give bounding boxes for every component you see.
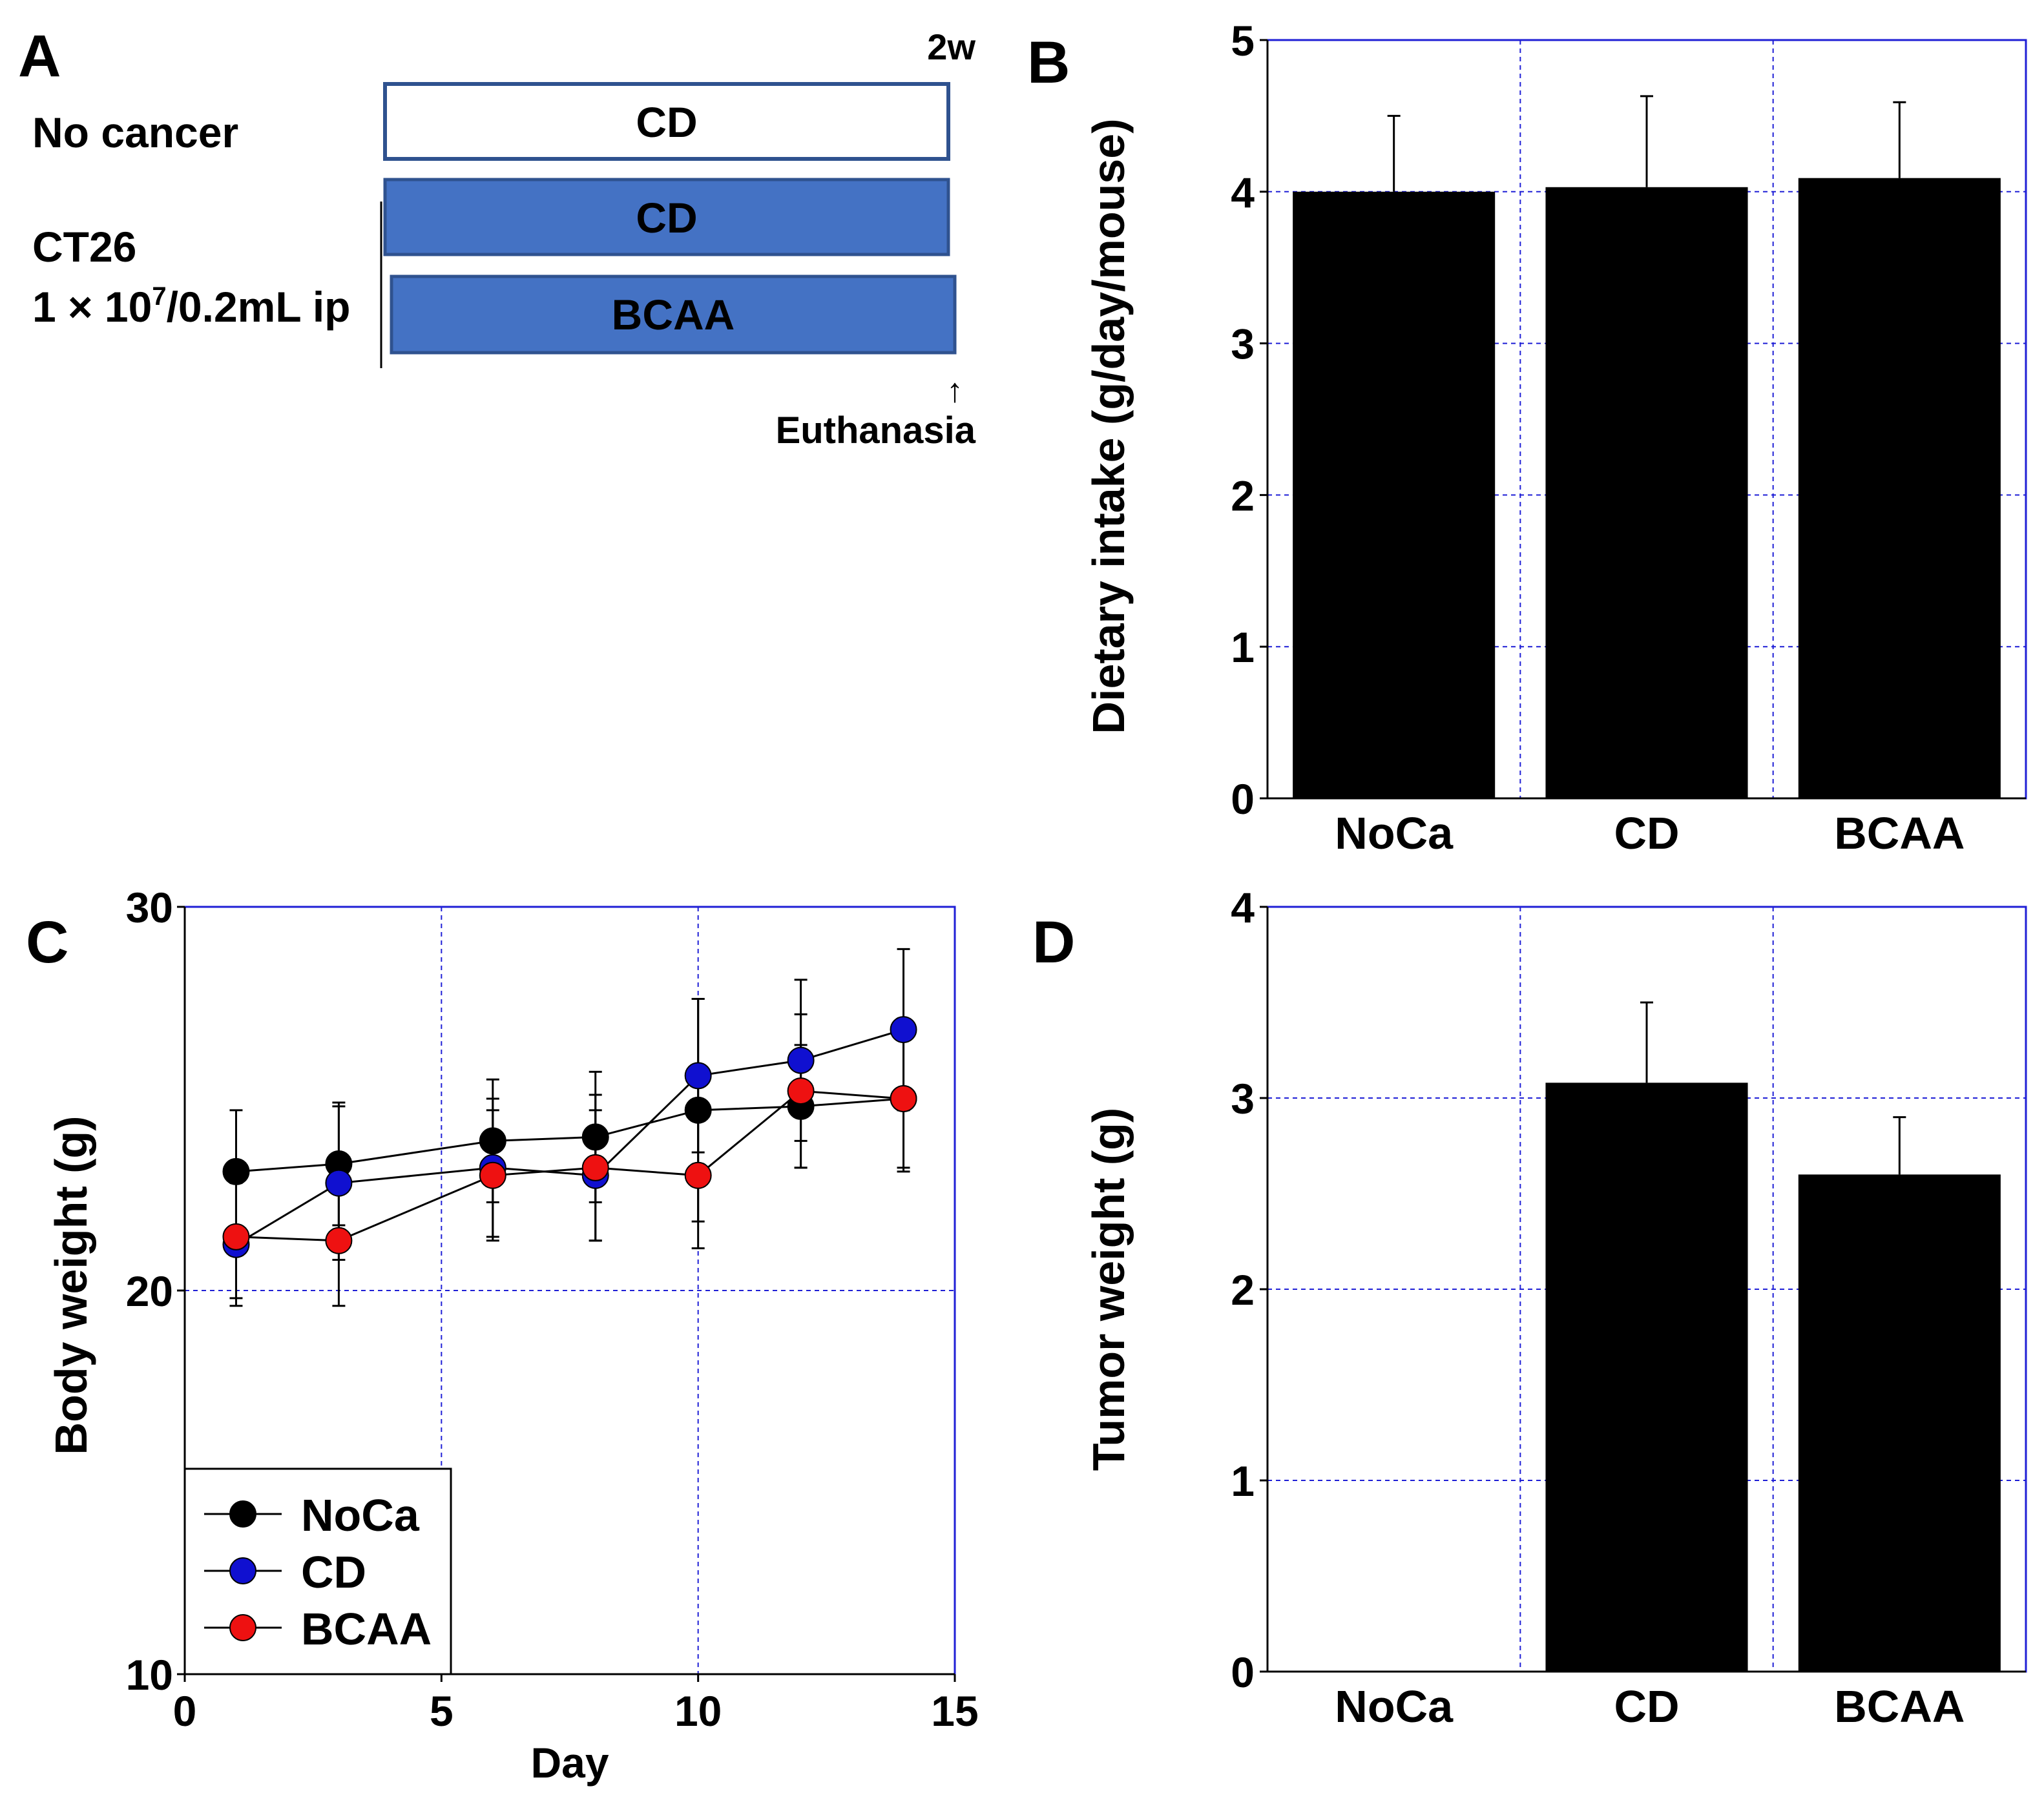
data-point — [684, 1096, 712, 1124]
legend-marker — [229, 1614, 256, 1641]
regimen-box-label: CD — [636, 194, 697, 242]
x-tick-label: 15 — [931, 1687, 978, 1735]
y-tick-label: 1 — [1231, 623, 1255, 671]
y-tick-label: 1 — [1231, 1457, 1255, 1505]
bar — [1545, 187, 1748, 799]
y-axis-label: Body weight (g) — [46, 1116, 96, 1455]
x-tick-label: BCAA — [1834, 1681, 1965, 1732]
euthanasia-label: Euthanasia — [776, 410, 976, 451]
y-tick-label: 2 — [1231, 1266, 1255, 1314]
data-point — [581, 1123, 609, 1151]
x-tick-label: BCAA — [1834, 808, 1965, 858]
bar — [1293, 191, 1496, 798]
y-tick-label: 30 — [126, 884, 173, 931]
data-point — [787, 1077, 815, 1105]
dose-superscript: 7 — [152, 282, 166, 311]
x-tick-label: 0 — [173, 1687, 197, 1735]
data-point — [787, 1046, 815, 1074]
y-tick-label: 4 — [1231, 884, 1255, 931]
panel-c-chart: C 0 5 10 15 10 20 30 Day Body weight (g) NoCa CD BC… — [26, 884, 979, 1787]
bar — [1798, 178, 2001, 799]
data-point — [479, 1127, 506, 1155]
y-tick-label: 0 — [1231, 775, 1255, 823]
regimen-box-label: BCAA — [612, 291, 735, 338]
y-tick-label: 3 — [1231, 320, 1255, 368]
regimen-box-label: CD — [636, 98, 697, 146]
x-tick-label: NoCa — [1335, 808, 1454, 858]
data-point — [581, 1154, 609, 1181]
legend-label: BCAA — [301, 1604, 432, 1654]
x-tick-label: 5 — [430, 1687, 454, 1735]
panel-a-letter: A — [18, 23, 61, 89]
y-tick-label: 10 — [126, 1651, 173, 1699]
x-axis-label: Day — [530, 1739, 609, 1787]
panel-d-chart: D NoCa CD BCAA 0 1 2 3 4 Tumor weight (g) — [1032, 884, 2027, 1732]
dose-label: 1 × 107/0.2mL ip — [32, 282, 350, 331]
dose-prefix: 1 × 10 — [32, 283, 152, 331]
bar — [1545, 1083, 1748, 1672]
panel-c-letter: C — [26, 909, 68, 975]
data-point — [890, 1085, 917, 1112]
ct26-label: CT26 — [32, 223, 136, 271]
data-point — [325, 1227, 353, 1254]
x-tick-label: CD — [1614, 808, 1679, 858]
x-tick-label: CD — [1614, 1681, 1679, 1732]
dose-suffix: /0.2mL ip — [167, 283, 351, 331]
data-point — [479, 1161, 506, 1189]
legend-marker — [229, 1557, 256, 1584]
regimen-box-ct26-bcaa — [390, 275, 957, 355]
y-axis-label: Tumor weight (g) — [1083, 1108, 1134, 1471]
data-point — [222, 1223, 250, 1250]
data-point — [222, 1157, 250, 1185]
y-tick-label: 0 — [1231, 1648, 1255, 1696]
data-point — [684, 1062, 712, 1090]
x-tick-label: 10 — [674, 1687, 722, 1735]
x-tick-label: NoCa — [1335, 1681, 1454, 1732]
y-tick-label: 5 — [1231, 17, 1255, 65]
y-tick-label: 4 — [1231, 169, 1255, 216]
legend-label: NoCa — [301, 1490, 420, 1540]
data-point — [890, 1016, 917, 1044]
y-tick-label: 2 — [1231, 472, 1255, 519]
legend-marker — [229, 1500, 256, 1528]
y-axis-label: Dietary intake (g/day/mouse) — [1083, 118, 1134, 734]
y-tick-label: 20 — [126, 1267, 173, 1315]
euthanasia-arrow-icon: ↑ — [946, 372, 963, 410]
bar — [1798, 1174, 2001, 1672]
legend-label: CD — [301, 1547, 366, 1597]
panel-d-letter: D — [1032, 909, 1075, 975]
panel-a: A 2w No cancer CT26 1 × 107/0.2mL ip CD … — [18, 23, 976, 451]
data-point — [325, 1169, 353, 1197]
panel-b-chart: B NoCa CD BCAA 0 1 2 3 4 5 Dietary intake (g/day/… — [1027, 17, 2027, 858]
regimen-box-ct26-cd — [383, 178, 950, 256]
no-cancer-label: No cancer — [32, 109, 238, 156]
duration-label: 2w — [927, 26, 975, 67]
panel-b-letter: B — [1027, 30, 1070, 96]
y-tick-label: 3 — [1231, 1075, 1255, 1123]
regimen-box-no-cancer-cd — [383, 82, 950, 161]
data-point — [684, 1161, 712, 1189]
